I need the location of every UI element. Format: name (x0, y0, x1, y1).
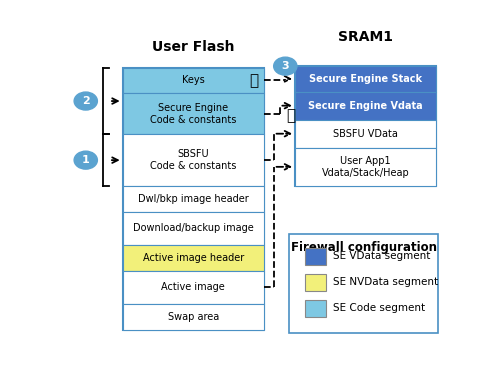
Bar (122, 186, 264, 212)
Text: User Flash: User Flash (152, 40, 234, 54)
Bar (122, 271, 264, 304)
Text: 3: 3 (282, 61, 289, 71)
Text: Keys: Keys (182, 75, 204, 86)
Text: SE Code segment: SE Code segment (333, 303, 425, 313)
Bar (304, 300, 326, 317)
Bar (295, 92, 436, 120)
Circle shape (274, 57, 297, 75)
Bar (295, 148, 436, 186)
Bar (122, 68, 264, 93)
Circle shape (74, 92, 98, 110)
Text: Download/backup image: Download/backup image (133, 223, 254, 233)
Text: 🗝: 🗝 (286, 108, 296, 123)
Text: User App1
Vdata/Stack/Heap: User App1 Vdata/Stack/Heap (322, 156, 410, 178)
Bar (295, 66, 436, 186)
Text: Active image: Active image (162, 282, 225, 293)
Circle shape (74, 151, 98, 169)
Text: 1: 1 (82, 155, 90, 165)
Bar (295, 66, 436, 92)
Bar (304, 274, 326, 291)
Text: 2: 2 (82, 96, 90, 106)
Text: SE NVData segment: SE NVData segment (333, 277, 438, 287)
Text: SE VData segment: SE VData segment (333, 251, 430, 261)
Bar (122, 93, 264, 135)
Text: Secure Engine Vdata: Secure Engine Vdata (308, 101, 423, 110)
Text: SRAM1: SRAM1 (338, 30, 393, 44)
Bar (289, 234, 438, 333)
Text: Dwl/bkp image header: Dwl/bkp image header (138, 194, 248, 204)
Bar (122, 135, 264, 186)
Bar (122, 245, 264, 271)
Text: Swap area: Swap area (168, 312, 219, 322)
Text: 🗝: 🗝 (250, 73, 259, 88)
Text: Secure Engine
Code & constants: Secure Engine Code & constants (150, 103, 236, 125)
Text: Firewall configuration: Firewall configuration (291, 241, 437, 254)
Bar (122, 212, 264, 245)
Text: SBSFU VData: SBSFU VData (334, 129, 398, 139)
Bar (304, 248, 326, 265)
Bar (122, 68, 264, 330)
Text: SBSFU
Code & constants: SBSFU Code & constants (150, 149, 236, 171)
Text: Secure Engine Stack: Secure Engine Stack (309, 74, 422, 84)
Bar (122, 304, 264, 330)
Bar (295, 120, 436, 148)
Text: Active image header: Active image header (142, 253, 244, 263)
